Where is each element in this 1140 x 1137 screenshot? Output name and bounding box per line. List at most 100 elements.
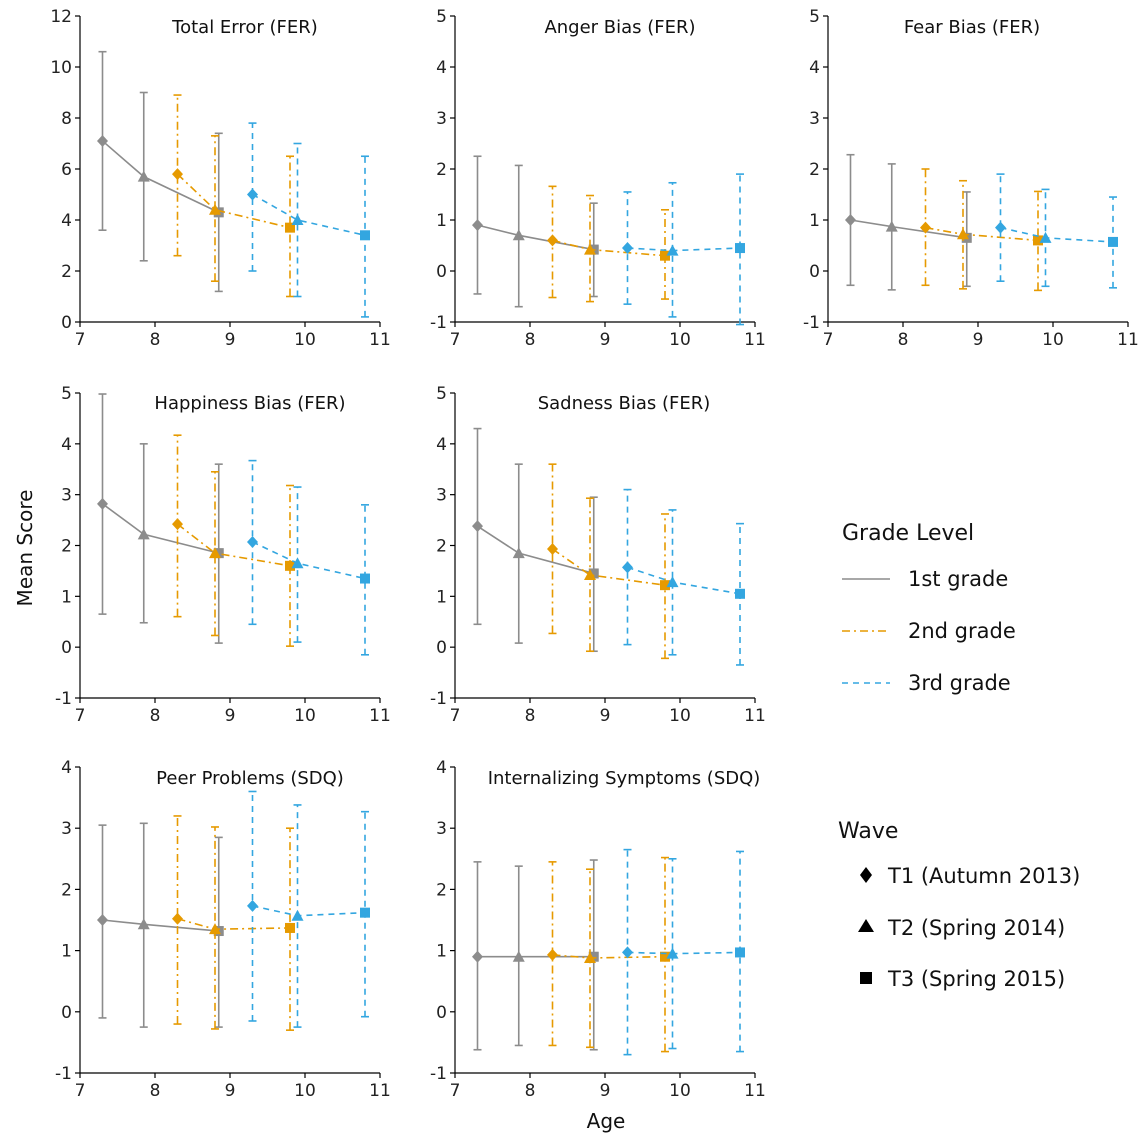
series-1st-grade [472, 427, 599, 653]
x-tick-label: 9 [973, 330, 984, 350]
series-1st-grade [472, 859, 599, 1051]
data-point-diamond [920, 221, 931, 234]
y-tick-label: 3 [61, 486, 72, 506]
y-tick-label: 4 [436, 435, 447, 455]
series-line [252, 193, 366, 237]
data-point-diamond [247, 899, 258, 912]
data-point-square [285, 922, 295, 933]
series-3rd-grade [995, 173, 1118, 289]
series-line [252, 905, 366, 917]
data-point-triangle [209, 923, 221, 935]
legend-label-1st-grade: 1st grade [908, 567, 1008, 591]
series-2nd-grade [172, 94, 295, 298]
data-point-triangle [584, 568, 596, 580]
panel-total-error: 0 2 4 6 8 10 12 7 8 9 10 11 Total Error (FER) [50, 7, 390, 350]
data-point-triangle [666, 244, 679, 256]
legend-label-3rd-grade: 3rd grade [908, 671, 1011, 695]
data-point-square [660, 951, 670, 962]
x-tick-label: 11 [369, 1081, 391, 1101]
series-2nd-grade [547, 185, 670, 303]
x-tick-label: 7 [75, 706, 86, 726]
panel-anger-bias: -1 0 1 2 3 4 5 7 8 9 10 11 Anger Bias (FER) [430, 7, 766, 350]
y-tick-label: 4 [61, 211, 72, 231]
y-tick-label: 4 [61, 435, 72, 455]
error-bar [173, 815, 182, 1025]
x-tick-label: 8 [525, 1081, 536, 1101]
y-tick-label: 0 [436, 262, 447, 282]
series-2nd-grade [920, 168, 1043, 292]
y-tick-label: 6 [61, 160, 72, 180]
y-tick-label: 3 [436, 819, 447, 839]
legend-label-t1: T1 (Autumn 2013) [887, 864, 1080, 888]
y-tick-label: 2 [809, 160, 820, 180]
x-tick-label: 9 [225, 1081, 236, 1101]
panel-title: Fear Bias (FER) [904, 17, 1040, 38]
data-point-square [285, 560, 295, 571]
error-bar [586, 868, 594, 1049]
x-tick-label: 8 [898, 330, 909, 350]
y-tick-label: -1 [803, 313, 820, 333]
y-tick-label: 1 [436, 942, 447, 962]
y-tick-label: 5 [61, 384, 72, 404]
data-point-triangle [137, 918, 150, 930]
series-line [102, 503, 219, 554]
series-3rd-grade [247, 459, 370, 656]
series-line [177, 918, 291, 930]
data-point-square [360, 907, 370, 918]
panel-sadness-bias: -1 0 1 2 3 4 5 7 8 9 10 11 Sadness Bias (FER) [430, 384, 766, 726]
y-tick-label: 3 [436, 486, 447, 506]
data-point-diamond [247, 535, 258, 548]
y-tick-label: 0 [61, 313, 72, 333]
data-point-diamond [995, 221, 1006, 234]
data-point-diamond [845, 214, 856, 226]
panel-title: Internalizing Symptoms (SDQ) [488, 768, 761, 789]
x-axis-label: Age [587, 1109, 626, 1133]
data-point-diamond [97, 134, 108, 147]
series-2nd-grade [172, 815, 295, 1031]
data-point-diamond [247, 188, 258, 201]
error-bar [211, 826, 219, 1030]
legend-label-2nd-grade: 2nd grade [908, 619, 1016, 643]
data-point-square [1108, 236, 1118, 247]
series-3rd-grade [622, 173, 745, 326]
y-tick-label: 4 [436, 58, 447, 78]
x-tick-label: 11 [1117, 330, 1139, 350]
data-point-diamond [622, 242, 633, 255]
y-tick-label: 2 [61, 880, 72, 900]
series-3rd-grade [622, 848, 745, 1056]
y-tick-label: 4 [61, 758, 72, 778]
series-line [176, 173, 291, 229]
error-bar [361, 504, 369, 656]
x-tick-label: 10 [294, 1081, 316, 1101]
x-tick-label: 10 [669, 330, 691, 350]
x-tick-label: 7 [823, 330, 834, 350]
error-bar [661, 209, 669, 300]
y-tick-label: 12 [50, 7, 72, 27]
data-point-diamond [97, 497, 108, 510]
series-3rd-grade [247, 790, 370, 1028]
y-tick-label: 1 [436, 587, 447, 607]
x-tick-label: 10 [669, 1081, 691, 1101]
y-tick-label: 8 [61, 109, 72, 129]
series-1st-grade [97, 393, 224, 644]
data-point-square [660, 580, 670, 591]
data-point-triangle [209, 547, 221, 559]
panel-internalizing-symptoms: -1 0 1 2 3 4 7 8 9 10 11 Internalizing Symptoms (SD… [430, 758, 766, 1101]
data-point-square [735, 947, 745, 958]
error-bar [286, 827, 294, 1031]
y-tick-label: -1 [430, 313, 447, 333]
x-tick-label: 10 [669, 706, 691, 726]
data-point-triangle [885, 220, 898, 232]
panel-title: Anger Bias (FER) [544, 17, 695, 38]
legend-label-t2: T2 (Spring 2014) [887, 916, 1065, 940]
y-tick-label: 0 [61, 638, 72, 658]
y-tick-label: 3 [436, 109, 447, 129]
y-tick-label: 0 [436, 1003, 447, 1023]
x-tick-label: 9 [225, 706, 236, 726]
error-bar [668, 857, 677, 1050]
y-tick-label: 1 [61, 587, 72, 607]
y-tick-label: 2 [61, 262, 72, 282]
data-point-diamond [547, 948, 558, 961]
data-point-diamond [622, 946, 633, 959]
